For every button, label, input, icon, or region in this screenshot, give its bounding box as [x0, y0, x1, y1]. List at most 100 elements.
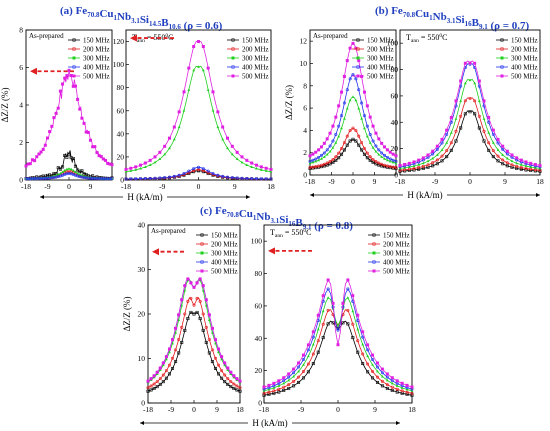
- data-point: [158, 176, 162, 180]
- data-point: [186, 299, 190, 303]
- data-point: [301, 358, 305, 362]
- data-point: [201, 167, 205, 171]
- data-point: [362, 146, 366, 150]
- panel-label: (c): [200, 205, 215, 217]
- data-point: [360, 148, 364, 152]
- data-point: [374, 150, 378, 153]
- data-point: [366, 343, 370, 347]
- data-point: [375, 361, 379, 365]
- y-tick-label: 20: [255, 366, 263, 375]
- data-point: [240, 176, 244, 180]
- data-point: [385, 386, 389, 390]
- data-point: [356, 313, 360, 317]
- data-point: [316, 327, 320, 331]
- y-tick-label: 20: [138, 310, 146, 319]
- data-point: [217, 372, 221, 376]
- data-point: [325, 152, 329, 156]
- y-tick-label: 40: [255, 334, 263, 343]
- data-point: [155, 385, 159, 389]
- data-point: [371, 160, 375, 164]
- x-tick-label: 9: [503, 177, 507, 186]
- data-point: [356, 327, 360, 331]
- data-point: [67, 152, 71, 156]
- data-point: [342, 141, 346, 145]
- data-point: [189, 281, 193, 285]
- data-point: [361, 330, 365, 334]
- y-tick-label: 0: [303, 171, 307, 180]
- data-point: [371, 146, 375, 149]
- y-tick-label: 80: [117, 83, 125, 92]
- legend-label: 200 MHz: [367, 46, 394, 54]
- data-point: [174, 360, 178, 364]
- data-point: [477, 114, 481, 118]
- data-point: [267, 387, 271, 391]
- data-point: [129, 177, 133, 181]
- legend-label: 300 MHz: [383, 250, 410, 258]
- data-point: [331, 124, 335, 128]
- data-point: [326, 308, 330, 312]
- data-point: [93, 145, 97, 149]
- data-point: [161, 363, 165, 367]
- data-point: [383, 163, 387, 167]
- data-point: [357, 134, 361, 138]
- data-point: [210, 360, 214, 364]
- data-point: [491, 141, 495, 144]
- data-point: [421, 161, 425, 165]
- y-axis-label: ΔZ/Z (%): [284, 85, 294, 120]
- data-point: [134, 168, 138, 171]
- data-point: [357, 59, 361, 63]
- subplot-b-asprep: 0 2 4 6 8 10 12 -18 -9 0 9 ΔZ/Z (%) As-prepared 150 M…: [284, 29, 398, 186]
- data-point: [177, 125, 181, 129]
- data-point: [240, 160, 244, 164]
- data-point: [454, 129, 458, 133]
- rho-label: (ρ = 0.7): [488, 20, 530, 32]
- data-point: [148, 163, 152, 166]
- data-point: [259, 168, 263, 171]
- data-point: [365, 104, 369, 108]
- series-line-200-MHz: [147, 297, 241, 389]
- data-point: [431, 161, 435, 165]
- data-point: [221, 137, 225, 141]
- data-point: [454, 117, 458, 120]
- data-point: [386, 158, 389, 162]
- data-point: [426, 153, 430, 157]
- series-line-400-MHz: [126, 166, 271, 180]
- data-point: [336, 343, 340, 347]
- data-point: [143, 161, 147, 165]
- data-point: [445, 132, 449, 136]
- data-point: [230, 152, 234, 156]
- data-point: [277, 379, 281, 383]
- data-point: [269, 170, 273, 173]
- data-point: [183, 284, 187, 288]
- data-point: [368, 155, 372, 159]
- data-point: [172, 137, 176, 141]
- data-point: [346, 278, 350, 282]
- data-point: [297, 375, 301, 379]
- data-point: [213, 338, 217, 342]
- data-point: [354, 77, 358, 81]
- data-point: [380, 141, 384, 145]
- data-point: [308, 159, 312, 163]
- data-point: [172, 125, 176, 129]
- data-point: [229, 380, 233, 384]
- data-point: [24, 164, 28, 168]
- y-tick-label: 20: [117, 152, 125, 161]
- data-point: [235, 157, 239, 160]
- data-point: [365, 151, 369, 155]
- data-point: [198, 277, 202, 281]
- data-point: [473, 112, 477, 116]
- data-point: [385, 155, 389, 159]
- x-axis-label: H (kA/m): [407, 190, 442, 200]
- data-point: [226, 146, 229, 150]
- data-point: [311, 158, 315, 162]
- data-point: [390, 385, 394, 389]
- data-point: [377, 137, 381, 141]
- data-point: [331, 139, 335, 143]
- data-point: [501, 162, 505, 166]
- y-axis-label: ΔZ/Z (%): [0, 87, 10, 122]
- data-point: [321, 294, 325, 298]
- data-point: [524, 160, 528, 164]
- data-point: [368, 132, 372, 136]
- data-point: [317, 148, 321, 152]
- data-point: [287, 372, 291, 376]
